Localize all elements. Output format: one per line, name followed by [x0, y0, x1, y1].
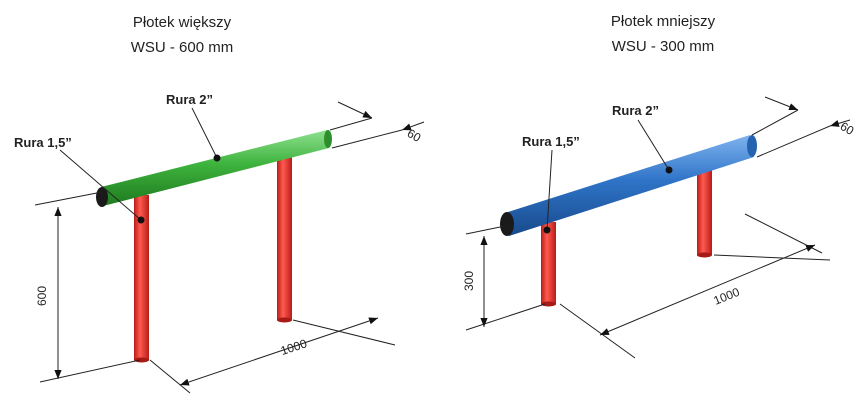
- fence-small-leg-pipe-label: Rura 1,5”: [522, 134, 580, 149]
- fence-large: Płotek większy WSU - 600 mm 600 1000 60 …: [14, 14, 424, 393]
- fence-small-subtitle: WSU - 300 mm: [612, 38, 715, 55]
- fence-small: Płotek mniejszy WSU - 300 mm 300 1000 60…: [462, 13, 854, 358]
- fence-small-top-pipe-label: Rura 2”: [612, 103, 659, 118]
- fence-large-subtitle: WSU - 600 mm: [131, 39, 234, 56]
- fence-large-top-pipe: [101, 130, 329, 206]
- fence-small-length-dim: 1000: [712, 285, 742, 308]
- fence-large-length-dim: 1000: [279, 336, 309, 358]
- fence-large-top-pipe-label: Rura 2”: [166, 92, 213, 107]
- fence-large-height-dim: 600: [35, 286, 49, 306]
- fence-large-diameter-dim: 60: [405, 126, 424, 145]
- fence-large-leg-pipe-label: Rura 1,5”: [14, 135, 72, 150]
- fence-small-height-dim: 300: [462, 271, 476, 291]
- fence-small-leg-back: [697, 165, 712, 255]
- fence-large-leg-back: [277, 150, 292, 320]
- fence-small-diameter-dim: 60: [838, 119, 854, 138]
- fence-small-top-pipe: [505, 135, 754, 236]
- fence-small-pipe-end: [500, 212, 514, 236]
- fence-large-title: Płotek większy: [133, 14, 232, 31]
- fence-small-leg-front: [541, 222, 556, 304]
- fence-small-title: Płotek mniejszy: [611, 13, 716, 30]
